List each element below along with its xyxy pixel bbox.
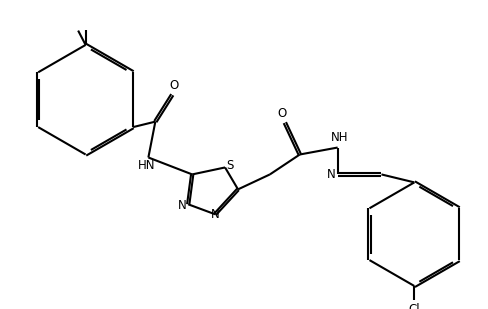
Text: NH: NH	[330, 131, 348, 144]
Text: O: O	[169, 79, 179, 92]
Text: S: S	[226, 159, 233, 171]
Text: Cl: Cl	[408, 303, 420, 309]
Text: HN: HN	[138, 159, 156, 172]
Text: N: N	[327, 168, 336, 181]
Text: O: O	[277, 107, 286, 120]
Text: N: N	[178, 199, 186, 212]
Text: N: N	[211, 208, 220, 221]
